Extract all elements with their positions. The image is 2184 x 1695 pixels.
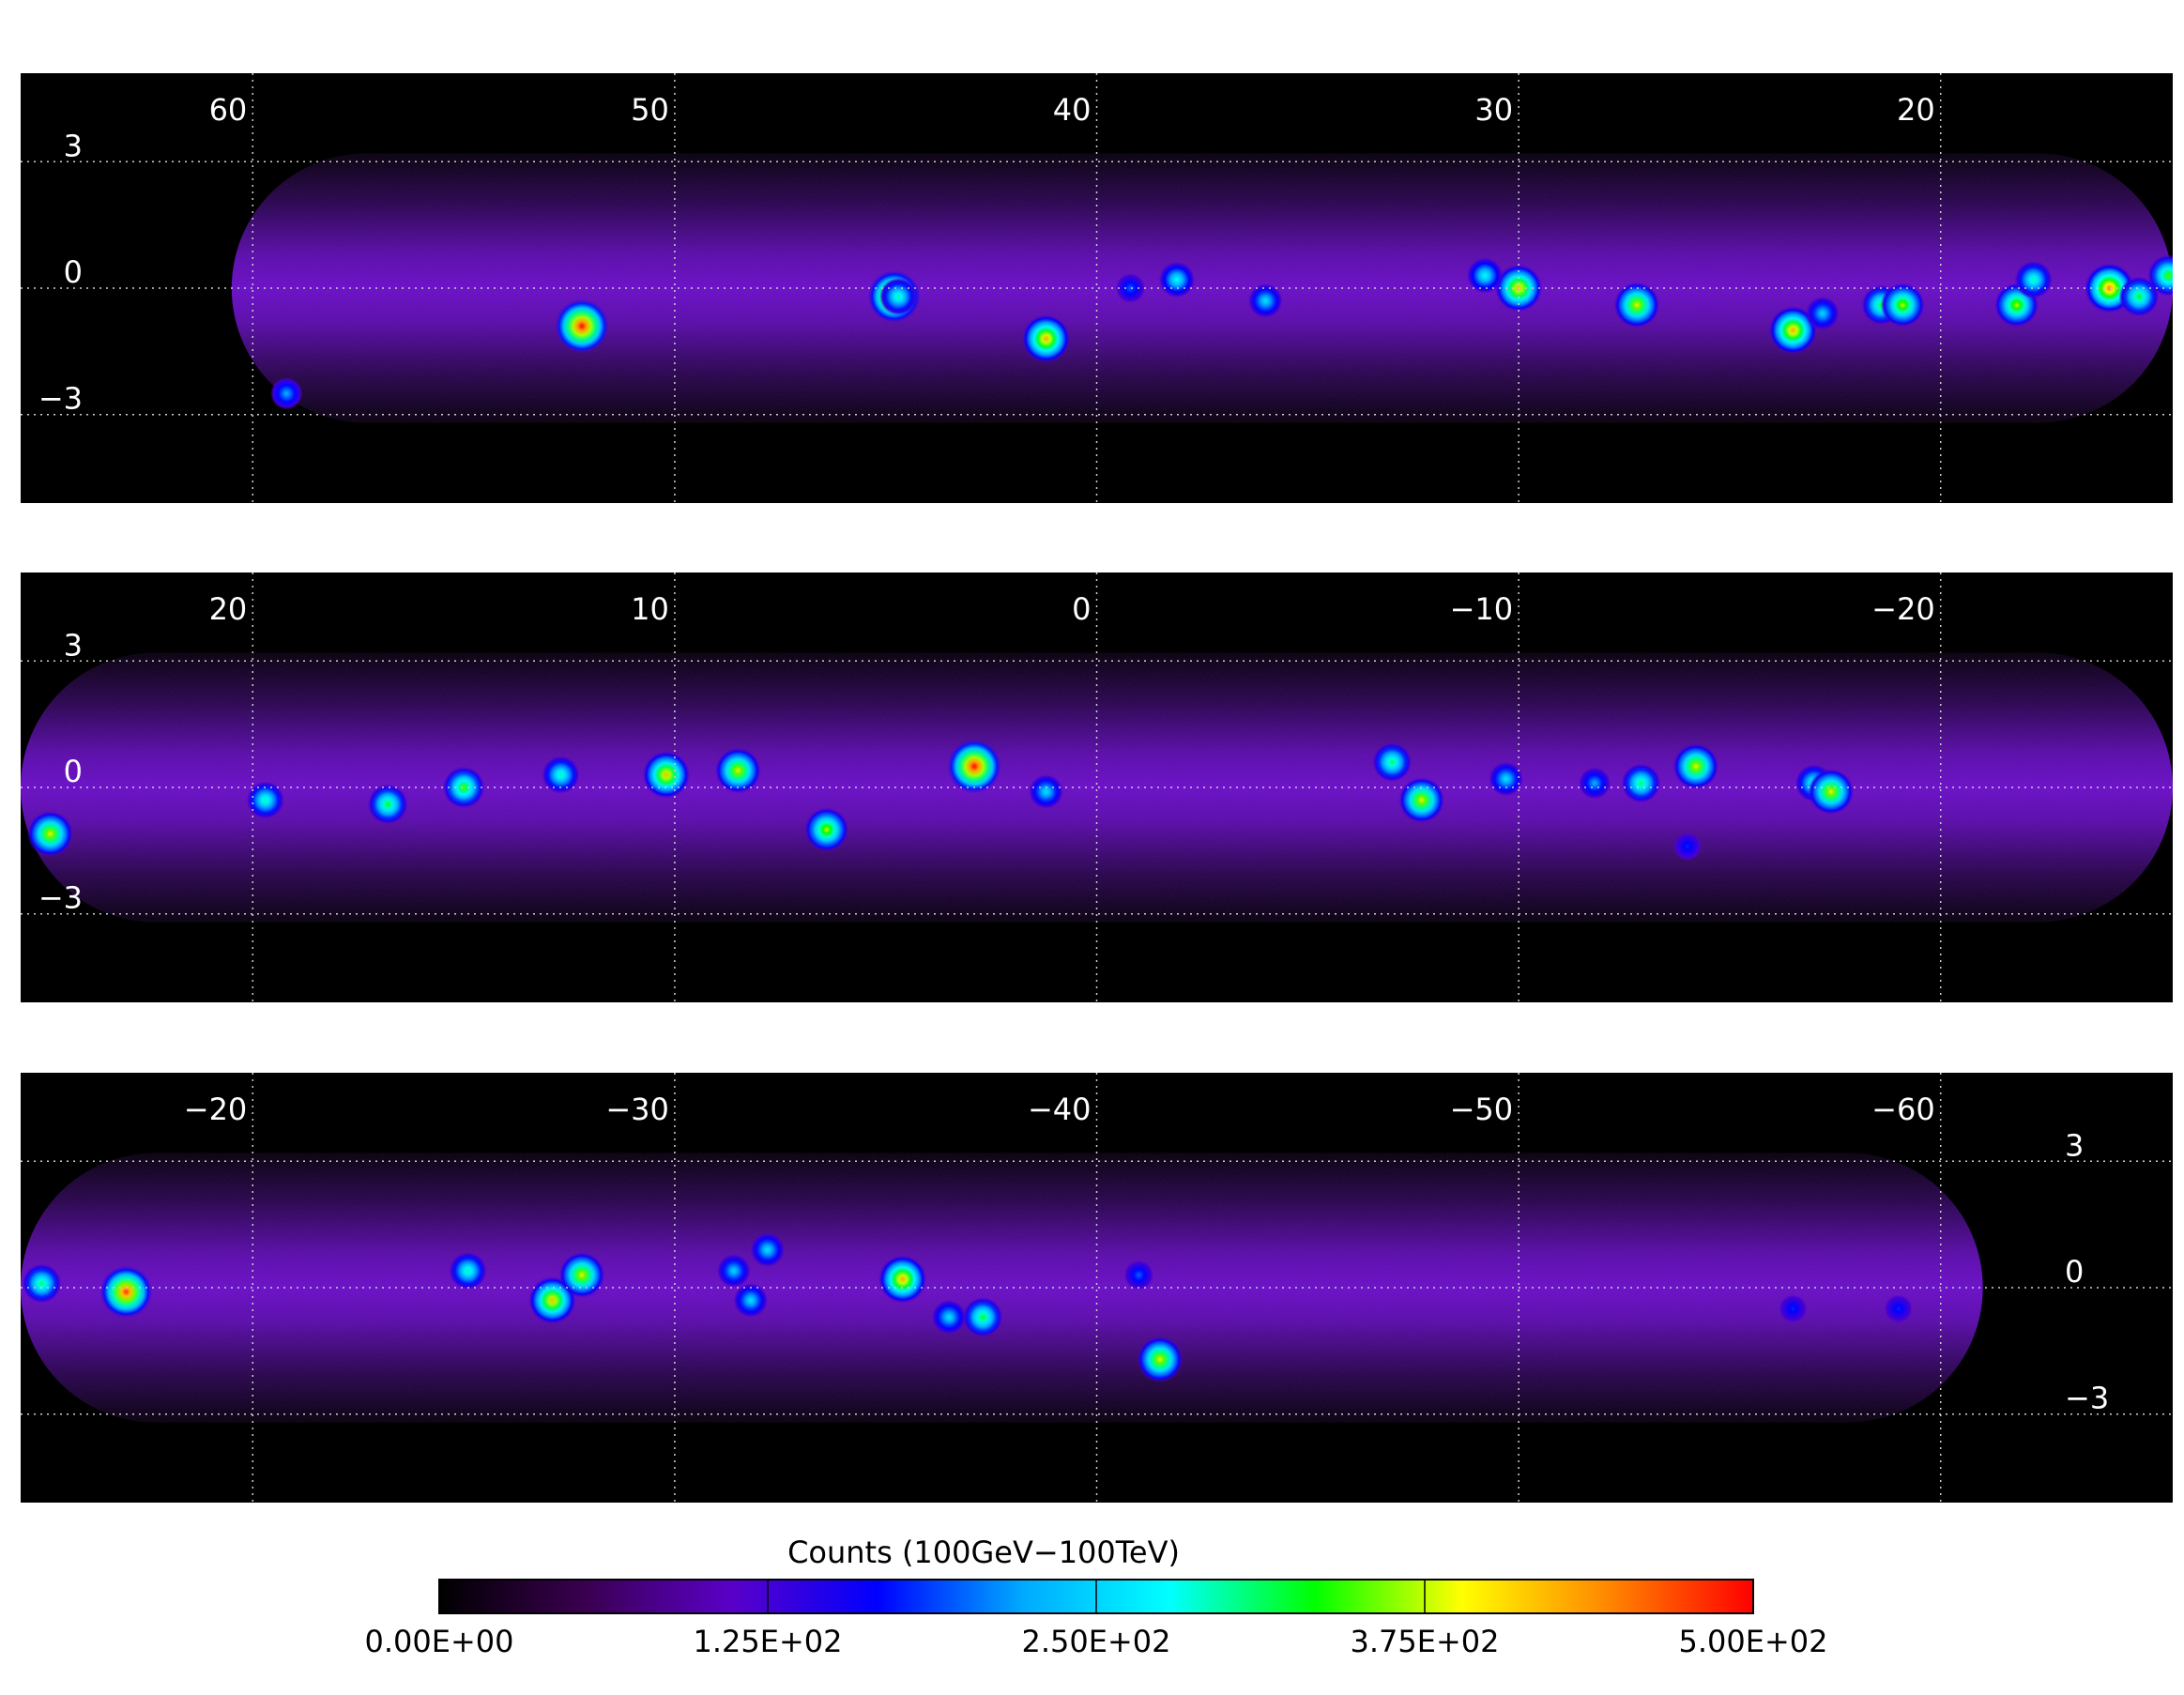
gamma-source (1466, 257, 1504, 294)
colorbar-tick-label: 1.25E+02 (694, 1624, 843, 1659)
gamma-source (2118, 276, 2160, 317)
band-texture (21, 1153, 1983, 1423)
band-texture (21, 652, 2173, 923)
longitude-tick-label: −30 (605, 1092, 669, 1127)
gamma-source (733, 1283, 769, 1318)
gamma-source (1805, 296, 1840, 330)
longitude-tick-label: 40 (1053, 92, 1092, 128)
latitude-tick-label: −3 (2065, 1381, 2109, 1416)
longitude-tick-label: −50 (1450, 1092, 1514, 1127)
gamma-source (1884, 1294, 1913, 1323)
colorbar: Counts (100GeV−100TeV) 0.00E+00 1.25E+02 2… (365, 1535, 1828, 1659)
gamma-source (878, 1255, 927, 1304)
gamma-source (642, 751, 691, 800)
gamma-source (26, 810, 74, 857)
latitude-tick-label: 3 (64, 627, 83, 663)
panel-content (21, 573, 2184, 1002)
gamma-source (750, 1232, 786, 1268)
gamma-source (99, 1265, 153, 1319)
gamma-source (2147, 254, 2173, 297)
band-texture (231, 153, 2173, 423)
gamma-source (1808, 768, 1855, 816)
gamma-source (1672, 742, 1719, 790)
gamma-source (558, 1251, 605, 1299)
gamma-source (542, 756, 580, 794)
longitude-tick-label: −60 (1871, 1092, 1935, 1127)
gamma-source (1768, 305, 1818, 355)
gamma-source (554, 298, 609, 354)
gamma-source (1880, 282, 1925, 328)
gamma-source (1489, 761, 1524, 797)
latitude-tick-label: −3 (38, 381, 83, 417)
panel-content (21, 1073, 2173, 1503)
sky-panel-2: 20 10 0 −10 −20 3 0 −3 (21, 573, 2184, 1002)
gamma-source (1613, 282, 1660, 328)
longitude-tick-label: 20 (1897, 92, 1935, 128)
latitude-tick-label: −3 (38, 880, 83, 916)
longitude-tick-label: −10 (1450, 591, 1514, 627)
colorbar-tick-label: 0.00E+00 (365, 1624, 514, 1659)
gamma-source (1621, 763, 1661, 803)
longitude-tick-label: −20 (1871, 591, 1935, 627)
gamma-source (367, 784, 408, 825)
gamma-source (1398, 776, 1445, 824)
panel-content (21, 73, 2173, 503)
gamma-source (1137, 1336, 1184, 1382)
gamma-source (2014, 260, 2053, 299)
gamma-source (878, 277, 918, 316)
gamma-source (931, 1299, 967, 1335)
colorbar-title: Counts (100GeV−100TeV) (787, 1535, 1180, 1570)
gamma-source (1673, 832, 1702, 861)
longitude-tick-label: 10 (631, 591, 669, 627)
longitude-tick-label: 50 (631, 92, 669, 128)
colorbar-ticks: 0.00E+00 1.25E+02 2.50E+02 3.75E+02 5.00E+02 (365, 1580, 1828, 1659)
gamma-source (714, 747, 761, 794)
gamma-source (1029, 774, 1063, 809)
gamma-source (442, 766, 485, 809)
latitude-tick-label: 0 (2065, 1254, 2084, 1290)
gamma-source (22, 1263, 62, 1304)
colorbar-tick-label: 5.00E+02 (1679, 1624, 1828, 1659)
longitude-tick-label: −20 (184, 1092, 248, 1127)
latitude-tick-label: 0 (64, 254, 83, 290)
gamma-source (947, 739, 1002, 794)
gamma-source (270, 377, 303, 410)
gamma-source (449, 1251, 487, 1290)
gamma-source (1115, 273, 1146, 303)
latitude-tick-label: 3 (64, 128, 83, 163)
gamma-source (962, 1296, 1003, 1337)
gamma-source (1372, 741, 1413, 783)
sky-panel-3: −20 −30 −40 −50 −60 3 0 −3 (21, 1073, 2173, 1503)
gamma-source (716, 1254, 751, 1289)
gamma-source (1779, 1294, 1808, 1323)
gamma-source (1578, 767, 1611, 800)
longitude-tick-label: 0 (1072, 591, 1091, 627)
gamma-source (1021, 313, 1071, 363)
gamma-source (1247, 283, 1283, 318)
longitude-tick-label: 60 (209, 92, 248, 128)
colorbar-tick-label: 2.50E+02 (1022, 1624, 1171, 1659)
gamma-source (246, 781, 284, 819)
gamma-source (804, 807, 849, 852)
longitude-tick-label: 20 (209, 591, 248, 627)
gamma-source (2176, 754, 2184, 788)
latitude-tick-label: 3 (2065, 1127, 2084, 1163)
longitude-tick-label: 30 (1474, 92, 1513, 128)
latitude-tick-label: 0 (64, 754, 83, 789)
gamma-source (1158, 261, 1196, 298)
longitude-tick-label: −40 (1028, 1092, 1092, 1127)
gamma-source (1123, 1260, 1154, 1290)
colorbar-tick-label: 3.75E+02 (1351, 1624, 1500, 1659)
